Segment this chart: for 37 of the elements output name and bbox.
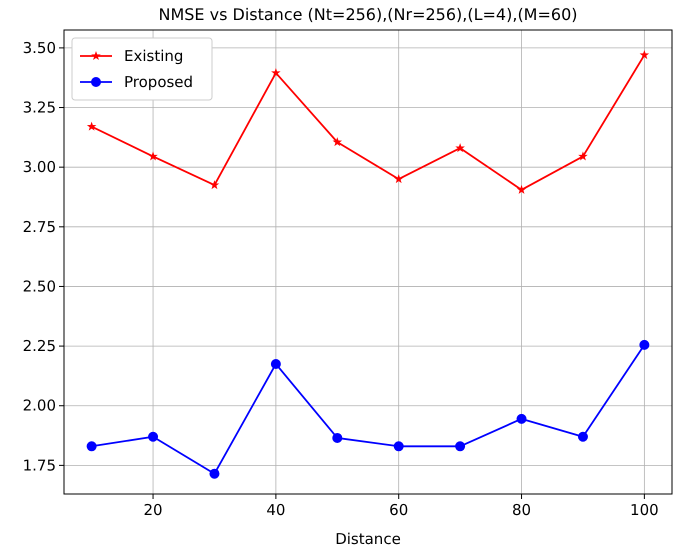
y-tick-label: 2.75	[22, 218, 56, 236]
point	[270, 358, 281, 369]
x-tick-label: 40	[266, 501, 286, 519]
point	[86, 122, 96, 131]
y-tick-label: 3.25	[22, 98, 56, 117]
x-tick-label: 20	[144, 501, 163, 519]
y-tick-label: 3.50	[22, 38, 56, 57]
legend-label: Proposed	[124, 73, 194, 91]
chart-title: NMSE vs Distance (Nt=256),(Nr=256),(L=4),(M=60)	[158, 5, 578, 24]
x-axis-title: Distance	[335, 530, 401, 547]
x-tick-label: 60	[389, 501, 408, 519]
x-tick-label: 80	[512, 501, 532, 519]
y-tick-label: 3.00	[22, 158, 56, 176]
point	[332, 432, 342, 443]
point	[394, 441, 404, 452]
point	[148, 151, 158, 160]
point	[394, 174, 404, 184]
y-tick-label: 2.50	[22, 277, 56, 296]
point	[86, 441, 97, 452]
point	[148, 432, 158, 442]
y-tick-label: 2.00	[22, 396, 56, 415]
point	[455, 143, 465, 152]
y-tick-label: 2.25	[22, 337, 56, 356]
point	[639, 340, 650, 350]
point	[209, 468, 220, 479]
y-tick-label: 1.75	[22, 456, 56, 474]
x-tick-label: 100	[630, 501, 659, 519]
point	[640, 50, 650, 60]
point	[210, 180, 220, 190]
legend-label: Existing	[124, 47, 184, 65]
point	[516, 184, 526, 194]
point	[578, 151, 588, 160]
point	[455, 441, 466, 452]
point	[578, 432, 588, 442]
point	[516, 414, 527, 424]
point	[332, 137, 342, 146]
point	[271, 68, 281, 77]
